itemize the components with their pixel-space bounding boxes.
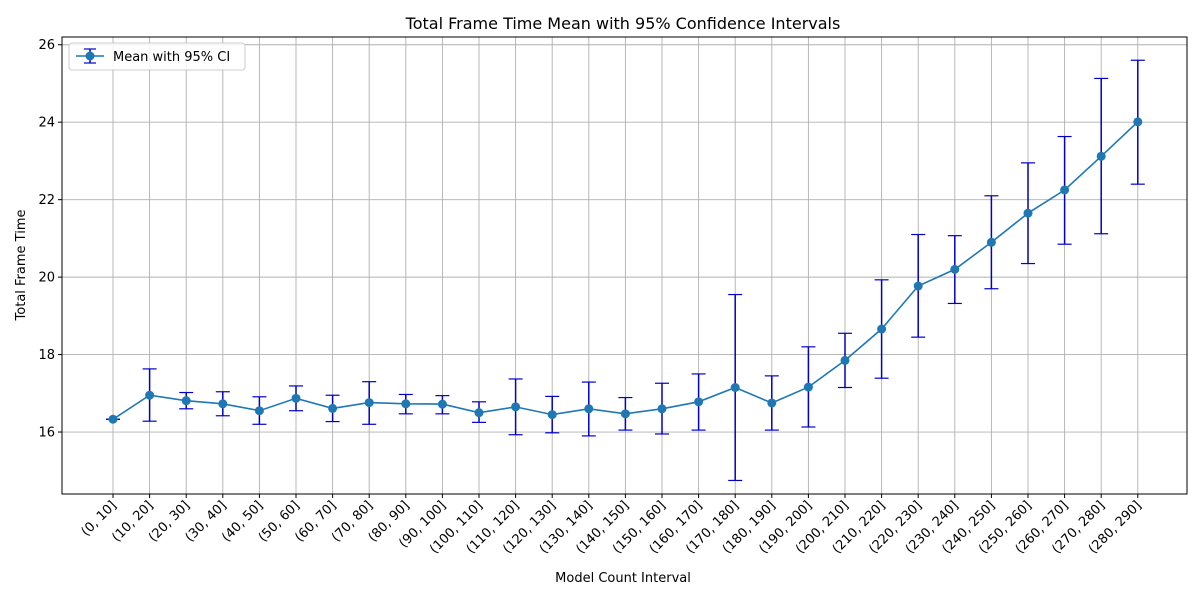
data-point — [986, 237, 996, 247]
data-point — [254, 406, 264, 416]
legend-box — [68, 42, 246, 71]
data-point — [877, 324, 887, 334]
x-axis: (0, 10](10, 20](20, 30](30, 40](40, 50](… — [79, 494, 1145, 557]
data-point — [950, 264, 960, 274]
y-tick-label: 18 — [38, 348, 55, 363]
data-point — [913, 281, 923, 291]
data-point — [218, 399, 228, 409]
x-axis-label: Model Count Interval — [555, 571, 691, 586]
y-tick-label: 22 — [38, 193, 55, 208]
data-point — [657, 404, 667, 414]
data-point — [620, 409, 630, 419]
y-tick-label: 26 — [38, 38, 55, 53]
data-point — [840, 355, 850, 365]
data-point — [437, 399, 447, 409]
data-point — [1133, 117, 1143, 127]
y-tick-label: 16 — [38, 426, 55, 441]
data-point — [767, 398, 777, 408]
data-point — [474, 408, 484, 418]
data-point — [547, 410, 557, 420]
data-point — [328, 403, 338, 413]
y-axis-label: Total Frame Time — [14, 210, 29, 322]
legend-marker — [85, 51, 95, 61]
plot-frame — [61, 36, 1188, 495]
legend: Mean with 95% CI — [68, 42, 246, 71]
data-point — [511, 402, 521, 412]
legend-label: Mean with 95% CI — [113, 50, 230, 65]
y-axis: 16 18 20 22 24 26 — [38, 38, 62, 441]
data-point — [803, 382, 813, 392]
data-point — [584, 404, 594, 414]
data-point — [694, 397, 704, 407]
mean-points — [108, 117, 1143, 424]
data-point — [1096, 151, 1106, 161]
chart-title: Total Frame Time Mean with 95% Confidenc… — [405, 14, 841, 33]
data-point — [1060, 185, 1070, 195]
data-point — [108, 414, 118, 424]
y-tick-label: 24 — [38, 116, 55, 131]
y-tick-label: 20 — [38, 271, 55, 286]
data-point — [145, 390, 155, 400]
gridlines — [62, 37, 1187, 494]
data-point — [181, 396, 191, 406]
data-point — [1023, 208, 1033, 218]
data-point — [401, 399, 411, 409]
data-point — [730, 382, 740, 392]
data-point — [291, 393, 301, 403]
data-point — [364, 398, 374, 408]
